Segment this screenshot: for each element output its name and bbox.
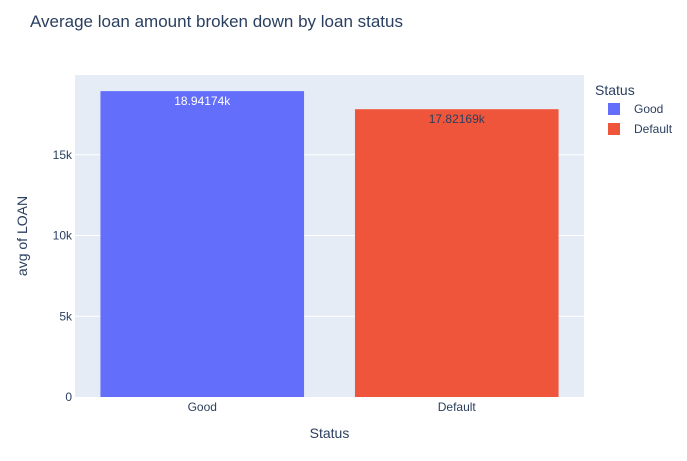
bar-data-label: 18.94174k [174,94,231,108]
bar-good[interactable] [100,91,305,397]
x-axis-title: Status [310,425,350,441]
legend-swatch[interactable] [608,103,620,115]
y-axis-ticks: 0 5k 10k 15k [53,148,73,404]
x-tick-label: Default [438,400,477,414]
bar-data-label: 17.82169k [429,112,486,126]
legend-item-label[interactable]: Default [634,122,673,136]
legend-swatch[interactable] [608,123,620,135]
chart-title: Average loan amount broken down by loan … [30,12,403,31]
x-axis-ticks: Good Default [188,400,477,414]
legend-title: Status [595,82,635,98]
y-tick-label: 10k [53,229,73,243]
y-axis-title: avg of LOAN [14,196,30,276]
y-tick-label: 15k [53,148,73,162]
y-tick-label: 5k [59,309,73,323]
x-tick-label: Good [188,400,217,414]
bars: 18.94174k 17.82169k [100,91,559,398]
y-tick-label: 0 [65,390,72,404]
legend: Status Good Default [595,82,673,136]
bar-default[interactable] [354,109,559,398]
legend-item-label[interactable]: Good [634,102,663,116]
